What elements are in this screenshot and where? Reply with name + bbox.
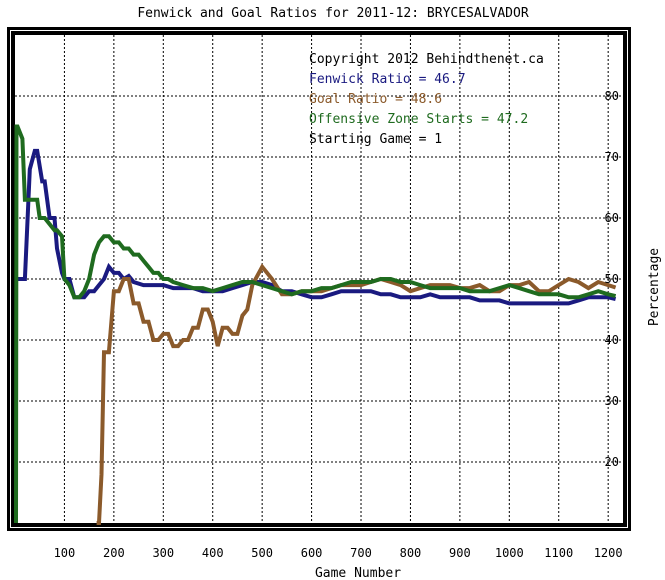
y-tick-label-4: 60 [605,211,619,225]
y-tick-label-6: 80 [605,89,619,103]
y-tick-label-3: 50 [605,272,619,286]
x-tick-label-5: 600 [301,546,323,560]
legend-line-0: Copyright 2012 Behindthenet.ca [309,52,544,67]
x-axis-label: Game Number [315,566,401,580]
y-tick-label-1: 30 [605,394,619,408]
y-axis-tick-labels: 20 30 40 50 60 70 80 [605,89,619,469]
legend-line-2: Goal Ratio = 48.6 [309,92,442,107]
x-tick-label-1: 200 [103,546,125,560]
legend-line-3: Offensive Zone Starts = 47.2 [309,112,528,127]
x-tick-label-8: 900 [449,546,471,560]
series-line-2 [14,124,617,524]
x-tick-label-0: 100 [54,546,76,560]
x-tick-label-10: 1100 [544,546,573,560]
y-axis-label: Percentage [647,248,662,326]
legend-annotations: Copyright 2012 Behindthenet.ca Fenwick Ra… [309,52,544,147]
x-axis-tick-labels: 100 200 300 400 500 600 700 800 900 1000 1100 1200 [54,546,623,560]
x-tick-label-11: 1200 [594,546,623,560]
y-tick-label-2: 40 [605,333,619,347]
x-tick-label-4: 500 [251,546,273,560]
chart-title: Fenwick and Goal Ratios for 2011-12: BRY… [137,6,529,21]
x-tick-label-3: 400 [202,546,224,560]
legend-line-4: Starting Game = 1 [309,132,442,147]
legend-line-1: Fenwick Ratio = 46.7 [309,72,466,87]
x-tick-label-2: 300 [152,546,174,560]
x-tick-label-9: 1000 [495,546,524,560]
series-layer [14,124,617,525]
x-tick-label-7: 800 [400,546,422,560]
y-tick-label-5: 70 [605,150,619,164]
x-tick-label-6: 700 [350,546,372,560]
y-tick-label-0: 20 [605,455,619,469]
